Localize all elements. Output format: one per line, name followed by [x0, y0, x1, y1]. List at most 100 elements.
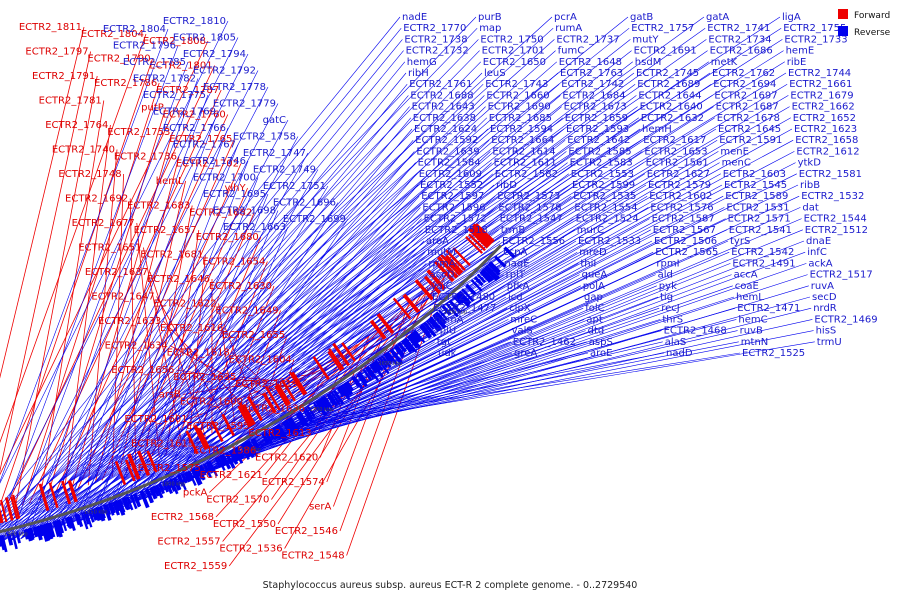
forward-gene-arrow: [452, 247, 471, 266]
reverse-gene-label: ECTR2_1642: [567, 135, 630, 146]
reverse-gene-arrow: [336, 386, 346, 398]
forward-gene-label: ECTR2_1635: [173, 372, 236, 383]
reverse-gene-label: nrdR: [813, 303, 837, 314]
forward-gene-label: ECTR2_1604: [229, 355, 292, 366]
reverse-connector: [20, 72, 711, 540]
forward-gene-arrow: [238, 402, 254, 427]
forward-connector: [63, 124, 111, 494]
reverse-gene-arrow: [219, 455, 227, 467]
forward-gene-arrow: [61, 480, 72, 505]
forward-gene-arrow: [332, 342, 350, 367]
reverse-connector: [20, 72, 635, 540]
reverse-gene-arrow: [456, 292, 471, 308]
reverse-connector: [296, 352, 513, 424]
reverse-gene-label: ECTR2_1582: [495, 169, 558, 180]
reverse-gene-arrow: [164, 480, 174, 495]
reverse-gene-label: ECTR2_1584: [418, 158, 481, 169]
reverse-connector: [296, 352, 589, 424]
reverse-gene-label: ECTR2_1767: [173, 140, 236, 151]
reverse-gene-label: mutM: [427, 247, 456, 258]
reverse-gene-label: ECTR2_1810: [163, 16, 226, 27]
reverse-gene-label: ECTR2_1603: [723, 169, 786, 180]
reverse-gene-label: ECTR2_1491: [732, 258, 795, 269]
forward-gene-label: yihY: [224, 183, 246, 194]
forward-gene-label: ECTR2_1811: [19, 22, 82, 33]
reverse-gene-label: ECTR2_1744: [788, 68, 851, 79]
reverse-gene-arrow: [88, 509, 95, 523]
tick-label: 1850 kbp: [84, 510, 108, 516]
reverse-connector: [78, 128, 717, 523]
reverse-gene-arrow: [434, 311, 447, 325]
reverse-gene-label: ruvB: [740, 326, 763, 337]
forward-gene-arrow: [124, 459, 136, 482]
forward-gene-label: ECTR2_1791: [32, 71, 95, 82]
reverse-gene-arrow: [32, 526, 39, 538]
reverse-gene-label: ECTR2_1658: [795, 135, 858, 146]
reverse-gene-label: hemA: [434, 314, 463, 325]
reverse-gene-label: ECTR2_1542: [731, 247, 794, 258]
reverse-gene-arrow: [6, 533, 14, 546]
forward-gene-arrow: [127, 453, 141, 480]
forward-connector: [0, 58, 153, 507]
reverse-gene-label: leuS: [484, 68, 506, 79]
reverse-gene-label: secD: [812, 292, 837, 303]
forward-gene-label: ECTR2_1620: [255, 453, 318, 464]
forward-connector: [39, 100, 105, 501]
reverse-connector: [0, 27, 478, 524]
reverse-gene-label: ECTR2_1592: [415, 135, 478, 146]
reverse-gene-label: ECTR2_1617: [643, 135, 706, 146]
forward-gene-arrow: [0, 499, 8, 523]
reverse-gene-label: ECTR2_1593: [566, 124, 629, 135]
forward-gene-label: ECTR2_1546: [275, 526, 338, 537]
reverse-gene-label: ECTR2_1732: [406, 46, 469, 57]
forward-gene-label: ECTR2_1801: [149, 61, 212, 72]
reverse-gene-label: ECTR2_1561: [646, 158, 709, 169]
reverse-gene-arrow: [76, 513, 84, 528]
reverse-gene-arrow: [406, 335, 418, 349]
reverse-gene-arrow: [386, 351, 398, 365]
reverse-gene-arrow: [322, 395, 334, 410]
reverse-connector: [286, 341, 815, 430]
reverse-gene-label: ECTR2_1694: [713, 79, 776, 90]
reverse-gene-label: ECTR2_1662: [792, 102, 855, 113]
reverse-gene-label: accA: [734, 270, 758, 281]
reverse-connector: [26, 78, 199, 538]
reverse-connector: [0, 16, 401, 507]
reverse-gene-label: ECTR2_1746: [183, 156, 246, 167]
reverse-gene-arrow: [247, 440, 259, 458]
forward-connector: [224, 327, 258, 410]
reverse-gene-arrow: [494, 255, 507, 268]
reverse-connector: [89, 140, 414, 519]
reverse-gene-label: ECTR2_1471: [737, 303, 800, 314]
reverse-gene-label: purB: [478, 12, 502, 23]
reverse-connector: [134, 184, 419, 503]
reverse-gene-label: ECTR2_1576: [650, 202, 713, 213]
forward-connector: [156, 296, 229, 426]
reverse-gene-arrow: [158, 483, 165, 495]
reverse-gene-label: pcrA: [554, 12, 577, 23]
forward-gene-label: ECTR2_1790: [87, 54, 150, 65]
reverse-gene-arrow: [295, 412, 306, 426]
reverse-gene-label: nadD: [666, 348, 693, 359]
backbone-ticks: 1900 kbp 1850 kbp 1800 kbp 1750 kbp 1700 kbp…: [4, 310, 467, 538]
reverse-connector: [0, 50, 556, 543]
reverse-gene-arrow: [99, 505, 106, 519]
reverse-connector: [8, 61, 482, 543]
reverse-gene-arrow: [427, 317, 441, 332]
reverse-connector: [8, 61, 406, 543]
reverse-gene-arrow: [437, 309, 449, 321]
reverse-gene-label: ribD: [496, 180, 517, 191]
reverse-connector: [77, 127, 229, 523]
reverse-connector: [32, 84, 408, 536]
forward-gene-label: ECTR2_1765: [169, 134, 232, 145]
reverse-gene-arrow: [366, 365, 380, 382]
reverse-gene-label: infC: [807, 247, 827, 258]
forward-gene-arrow: [4, 497, 14, 521]
forward-gene-label: ECTR2_1570: [206, 495, 269, 506]
reverse-gene-arrow: [185, 470, 194, 482]
forward-gene-label: ECTR2_1634: [105, 341, 168, 352]
reverse-gene-arrow: [356, 372, 368, 388]
reverse-gene-label: dnaE: [806, 236, 831, 247]
reverse-gene-label: ECTR2_1745: [636, 68, 699, 79]
reverse-connector: [286, 341, 587, 430]
